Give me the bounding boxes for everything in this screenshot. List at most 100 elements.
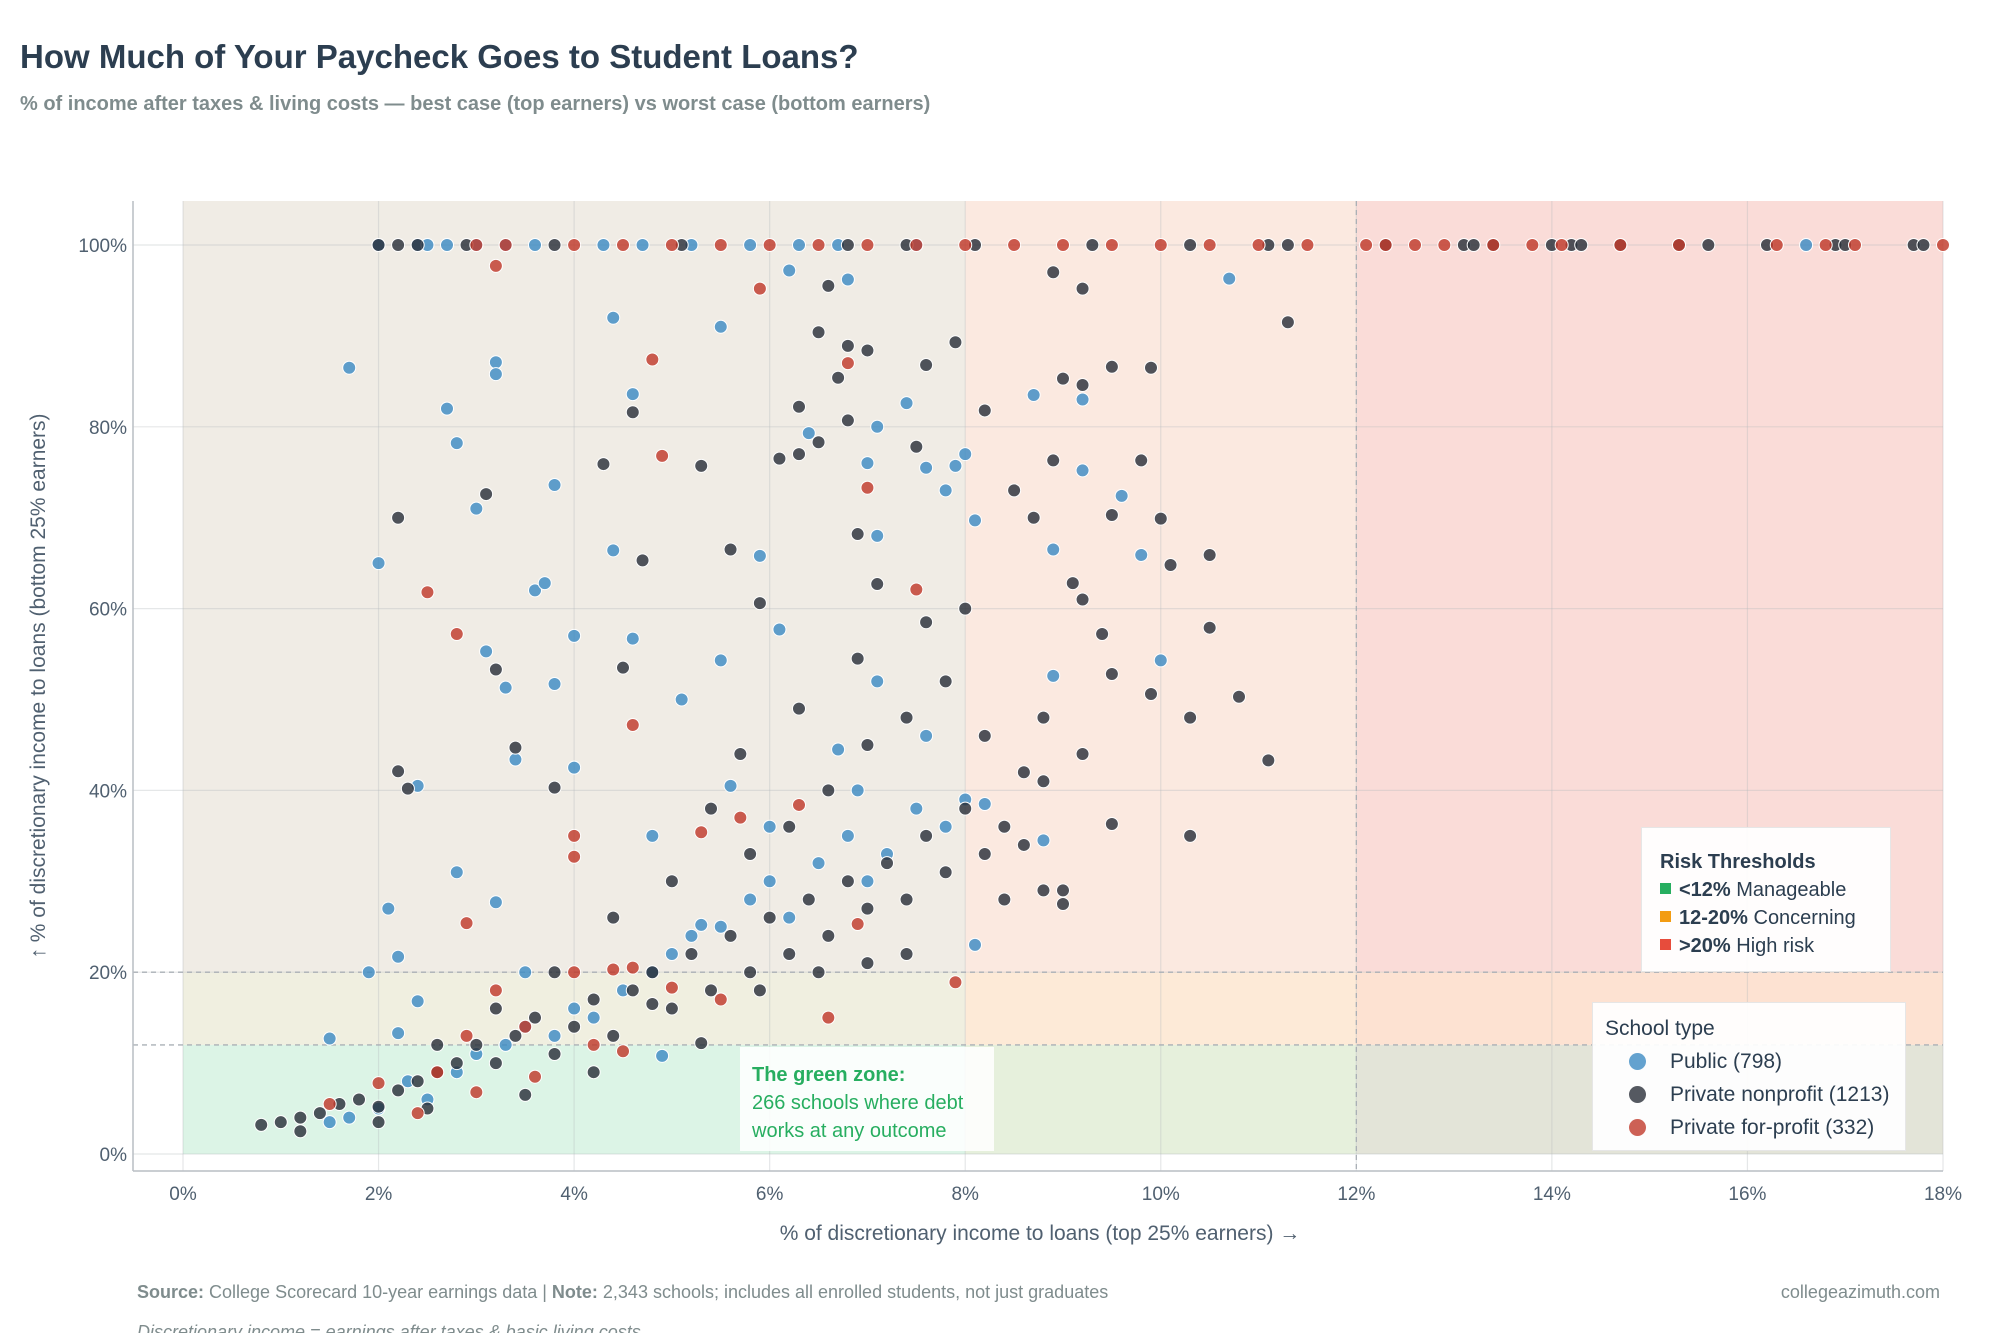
data-point	[831, 370, 846, 385]
data-point	[420, 585, 435, 600]
data-point	[1163, 557, 1178, 572]
note-text: 2,343 schools; includes all enrolled stu…	[598, 1282, 1108, 1302]
annotation-line-2: works at any outcome	[752, 1120, 947, 1142]
data-point	[1075, 463, 1090, 478]
data-point	[850, 651, 865, 666]
data-point	[1153, 653, 1168, 668]
data-point	[1183, 238, 1198, 252]
footer-site[interactable]: collegeazimuth.com	[1781, 1282, 1940, 1302]
data-point	[293, 1124, 308, 1139]
risk-range: 12-20%	[1679, 907, 1748, 929]
data-point	[664, 980, 679, 995]
circle-marker-icon	[1629, 1086, 1646, 1103]
source-label: Source:	[137, 1282, 204, 1302]
data-point	[850, 527, 865, 542]
data-point	[625, 405, 640, 420]
data-point	[909, 238, 924, 252]
legend-item-private-nonprofit[interactable]: Private nonprofit (1213)	[1605, 1078, 1893, 1111]
data-point	[1007, 238, 1022, 252]
data-point	[430, 1037, 445, 1052]
x-tick-label: 6%	[756, 1184, 784, 1205]
data-point	[792, 797, 806, 812]
data-point	[547, 965, 562, 980]
data-point	[606, 310, 621, 325]
data-point	[567, 1019, 582, 1034]
data-point	[1153, 238, 1168, 252]
data-point	[586, 1010, 601, 1025]
legend-item-private-for-profit[interactable]: Private for-profit (332)	[1605, 1111, 1893, 1144]
data-point	[1104, 359, 1119, 374]
data-point	[840, 238, 855, 252]
data-point	[782, 819, 797, 834]
data-point	[410, 1074, 425, 1089]
data-point	[1046, 265, 1061, 280]
annotation-line-1: 266 schools where debt	[752, 1092, 964, 1114]
data-point	[1095, 627, 1110, 642]
data-point	[664, 1001, 679, 1016]
data-point	[997, 892, 1012, 907]
data-point	[606, 1028, 621, 1043]
data-point	[664, 947, 679, 962]
risk-range: >20%	[1679, 935, 1731, 957]
data-point	[958, 801, 973, 816]
data-point	[1016, 837, 1031, 852]
data-point	[1036, 774, 1051, 789]
data-point	[567, 965, 582, 980]
annotation-title: The green zone:	[752, 1064, 906, 1086]
data-point	[977, 847, 992, 862]
data-point	[1486, 238, 1501, 252]
data-point	[1007, 483, 1022, 498]
x-axis-title: % of discretionary income to loans (top …	[780, 1222, 1301, 1245]
data-point	[1251, 238, 1266, 252]
data-point	[664, 874, 679, 889]
data-point	[449, 1056, 464, 1071]
legend-item-public[interactable]: Public (798)	[1605, 1045, 1893, 1078]
x-tick-label: 12%	[1337, 1184, 1375, 1205]
data-point	[508, 740, 523, 755]
data-point	[733, 810, 748, 825]
data-point	[704, 801, 718, 816]
data-point	[1574, 238, 1589, 252]
data-point	[860, 901, 875, 916]
data-point	[1104, 667, 1119, 682]
data-point	[1769, 238, 1784, 252]
data-point	[694, 825, 709, 840]
data-point	[1525, 238, 1540, 252]
chart-title: How Much of Your Paycheck Goes to Studen…	[20, 38, 859, 75]
data-point	[488, 895, 503, 910]
data-point	[1916, 238, 1931, 252]
data-point	[498, 1037, 513, 1052]
x-tick-label: 4%	[560, 1184, 588, 1205]
data-point	[792, 447, 806, 462]
data-point	[528, 1010, 542, 1025]
data-point	[743, 847, 758, 862]
data-point	[371, 556, 386, 571]
data-point	[469, 501, 484, 516]
risk-item-high: >20% High risk	[1660, 932, 1872, 960]
data-point	[792, 238, 806, 252]
data-point	[1134, 453, 1149, 468]
data-points[interactable]	[254, 238, 1950, 1139]
data-point	[752, 983, 767, 998]
data-point	[488, 1056, 503, 1071]
data-point	[743, 892, 758, 907]
y-tick-label: 100%	[78, 236, 127, 257]
data-point	[792, 399, 806, 414]
data-point	[772, 622, 787, 637]
data-point	[850, 917, 865, 932]
data-point	[752, 281, 767, 296]
data-point	[1300, 238, 1315, 252]
data-point	[469, 1037, 484, 1052]
data-point	[488, 983, 503, 998]
data-point	[919, 357, 934, 372]
data-point	[528, 583, 542, 598]
risk-label: High risk	[1730, 935, 1815, 957]
risk-item-concerning: 12-20% Concerning	[1660, 904, 1872, 932]
data-point	[459, 916, 474, 931]
data-point	[625, 717, 640, 732]
data-point	[948, 458, 963, 473]
data-point	[938, 865, 953, 880]
data-point	[1222, 271, 1237, 286]
data-point	[938, 674, 953, 689]
data-point	[567, 238, 582, 252]
